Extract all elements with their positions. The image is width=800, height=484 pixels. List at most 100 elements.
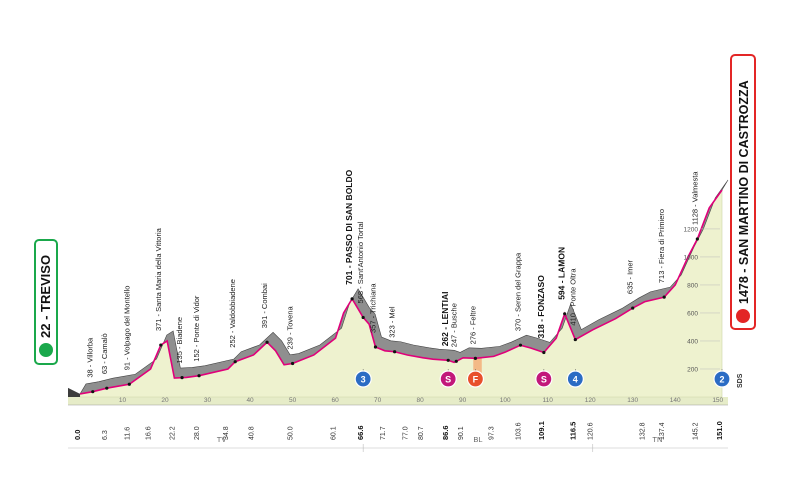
marker-label: S	[541, 374, 547, 384]
km-label: 90.1	[458, 426, 465, 440]
km-label: 132.8	[640, 422, 647, 440]
road-area	[68, 189, 723, 398]
altitude-tick-label: 400	[687, 338, 698, 345]
km-label: 60.1	[331, 426, 338, 440]
sds-label: SDS	[737, 373, 744, 388]
km-tick-label: 140	[670, 397, 681, 404]
finish-badge: 1478 - SAN MARTINO DI CASTROZZA	[730, 54, 756, 330]
marker-label: F	[473, 374, 479, 384]
waypoint-dot	[290, 361, 295, 366]
waypoint-label: 152 - Ponte di Vidor	[192, 295, 201, 362]
waypoint-label: 391 - Combai	[260, 283, 269, 328]
start-wall	[68, 387, 80, 397]
waypoint-label: 701 - PASSO DI SAN BOLDO	[344, 169, 354, 284]
km-tick-label: 130	[627, 397, 638, 404]
waypoint-label: 371 - Santa Maria della Vittoria	[154, 227, 163, 331]
km-tick-label: 60	[331, 397, 339, 404]
km-label: 137.4	[659, 422, 666, 440]
waypoint-dot	[105, 386, 109, 390]
start-flag-icon	[39, 343, 53, 357]
waypoint-label: 135 - Biadene	[175, 317, 184, 364]
waypoint-dot	[197, 374, 201, 378]
waypoint-label: 38 - Villorba	[86, 337, 95, 378]
feed-zone	[473, 355, 482, 377]
waypoint-dot	[662, 295, 666, 299]
km-label: 80.7	[418, 426, 425, 440]
waypoint-label: 318 - FONZASO	[536, 275, 546, 339]
sprint-marker	[535, 370, 553, 388]
waypoint-label: 262 - LENTIAI	[440, 292, 450, 347]
sprint-marker	[439, 370, 457, 388]
waypoint-dot	[361, 315, 365, 320]
km-label: 71.7	[380, 426, 387, 440]
km-label: 22.2	[169, 426, 176, 440]
start-label: 22 - TREVISO	[38, 255, 53, 338]
km-tick-label: 110	[542, 397, 553, 404]
feed-zone-band	[473, 355, 482, 377]
category-markers: 3 S F S 4 2	[354, 368, 731, 388]
marker-label: 2	[719, 374, 724, 384]
waypoint-dot	[518, 343, 523, 347]
km-tick-label: 30	[204, 397, 212, 404]
altitude-tick-label: 1000	[684, 254, 699, 261]
altitude-axis: 200 400 600 800 1000 1200	[684, 226, 720, 373]
km-tick-label: 50	[289, 397, 297, 404]
altitude-tick-label: 1200	[684, 226, 699, 233]
marker-label: 4	[573, 374, 578, 384]
finish-flag-icon	[736, 309, 750, 323]
km-tick-label: 150	[712, 397, 723, 404]
province-band: TV BL TN	[68, 435, 728, 452]
km-tick-label: 80	[417, 397, 425, 404]
km-tick-label: 100	[500, 397, 511, 404]
waypoint-dot	[446, 358, 450, 362]
km-label: 97.3	[489, 426, 496, 440]
waypoint-labels: 38 - Villorba 63 - Camalò 91 - Volpago del…	[86, 169, 699, 394]
marker-label: S	[445, 374, 451, 384]
waypoint-label: 568 - Sant'Antonio Tortal	[356, 221, 365, 303]
marker-label: 3	[361, 374, 366, 384]
waypoint-dot	[265, 340, 269, 344]
start-badge: 22 - TREVISO	[34, 239, 58, 365]
km-label: 0.0	[73, 430, 82, 440]
km-label: 6.3	[102, 430, 109, 440]
km-label: 116.5	[568, 422, 577, 440]
km-label: 28.0	[194, 426, 201, 440]
gpm-marker	[354, 370, 372, 388]
finish-label: 1478 - SAN MARTINO DI CASTROZZA	[737, 80, 751, 304]
base-band-shape	[68, 397, 728, 405]
waypoint-label: 252 - Valdobbiadene	[228, 279, 237, 348]
waypoint-label: 370 - Seren del Grappa	[513, 252, 522, 331]
waypoint-dot	[542, 350, 546, 355]
gpm-marker	[713, 370, 731, 388]
waypoint-dot	[631, 306, 635, 310]
waypoint-dot	[159, 343, 163, 347]
province-label: TV	[217, 435, 227, 444]
finish-badge-frame	[730, 54, 756, 330]
altitude-tick-label: 800	[687, 282, 698, 289]
km-label: 16.6	[146, 426, 153, 440]
km-tick-label: 70	[374, 397, 382, 404]
waypoint-label: 713 - Fiera di Primiero	[657, 209, 666, 283]
km-tick-label: 90	[459, 397, 467, 404]
km-label: 109.1	[537, 421, 546, 440]
waypoint-dot	[350, 297, 354, 301]
km-label: 50.0	[288, 426, 295, 440]
km-label: 151.0	[715, 421, 724, 440]
km-tick-label: 10	[119, 397, 127, 404]
waypoint-dot	[393, 350, 397, 354]
waypoint-dot	[454, 359, 458, 363]
waypoint-label: 357 - Trichiana	[368, 283, 377, 333]
waypoint-dot	[473, 356, 478, 360]
km-label: 86.6	[441, 425, 450, 440]
start-badge-frame	[34, 239, 58, 365]
waypoint-label: 276 - Feltre	[468, 306, 477, 344]
waypoint-dot	[695, 237, 699, 241]
waypoint-dot	[563, 312, 567, 316]
km-label: 40.8	[248, 426, 255, 440]
km-label: 77.0	[402, 426, 409, 440]
waypoint-dot	[180, 376, 184, 380]
province-label: TN	[652, 435, 662, 444]
waypoint-label: 594 - LAMON	[557, 247, 567, 300]
altitude-tick-label: 200	[687, 366, 698, 373]
